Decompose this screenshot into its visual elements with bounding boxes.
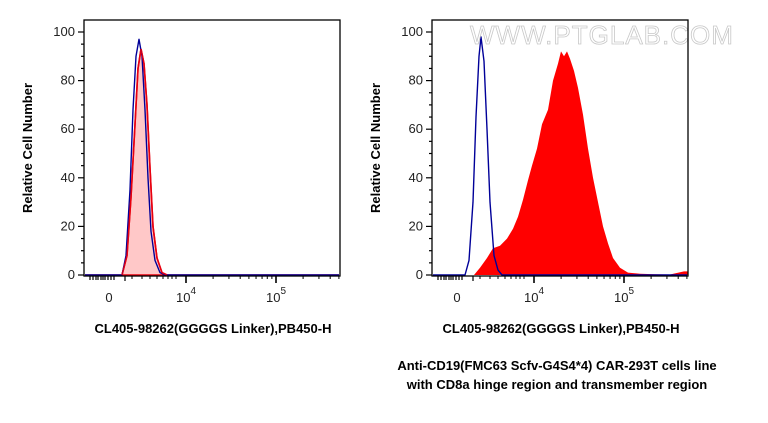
x-tick-label: 105 <box>614 286 634 305</box>
x-axis-title-right: CL405-98262(GGGGS Linker),PB450-H <box>443 321 680 336</box>
x-tick-label: 104 <box>176 286 196 305</box>
y-tick-label: 100 <box>53 24 75 39</box>
watermark: WWW.PTGLAB.COM <box>470 20 734 50</box>
y-tick-label: 60 <box>409 121 423 136</box>
y-tick-label: 80 <box>61 73 75 88</box>
x-tick-label: 104 <box>524 286 544 305</box>
histogram-panel-right: WWW.PTGLAB.COM 0 20 40 60 80 100 0 104 105 Rela… <box>368 19 734 336</box>
y-tick-label: 20 <box>61 218 75 233</box>
y-axis-title-right: Relative Cell Number <box>368 83 383 213</box>
sample-histogram-outline <box>121 48 168 276</box>
caption-line-1: Anti-CD19(FMC63 Scfv-G4S4*4) CAR-293T ce… <box>397 358 717 373</box>
y-tick-label: 0 <box>416 267 423 282</box>
sample-histogram-fill <box>85 48 339 276</box>
plot-frame-left <box>83 19 341 277</box>
sample-histogram-fill <box>433 51 688 276</box>
histogram-data-left <box>85 38 339 276</box>
plot-frame-right <box>431 19 689 277</box>
y-tick-label: 20 <box>409 218 423 233</box>
y-axis-right: 0 20 40 60 80 100 <box>401 24 432 282</box>
y-tick-label: 60 <box>61 121 75 136</box>
y-tick-label: 100 <box>401 24 423 39</box>
caption-line-2: with CD8a hinge region and transmember r… <box>406 377 708 392</box>
x-axis-title-left: CL405-98262(GGGGS Linker),PB450-H <box>95 321 332 336</box>
x-axis-right: 0 104 105 <box>437 276 688 305</box>
histogram-panel-left: 0 20 40 60 80 100 0 104 105 Relative Cell Numbe… <box>20 19 341 336</box>
y-axis-title-left: Relative Cell Number <box>20 83 35 213</box>
figure-caption: Anti-CD19(FMC63 Scfv-G4S4*4) CAR-293T ce… <box>372 356 742 394</box>
control-histogram-line <box>85 38 339 276</box>
y-tick-label: 40 <box>61 170 75 185</box>
x-tick-label: 105 <box>266 286 286 305</box>
histogram-data-right <box>433 36 688 276</box>
y-tick-label: 80 <box>409 73 423 88</box>
y-tick-label: 0 <box>68 267 75 282</box>
x-axis-left: 0 104 105 <box>89 276 340 305</box>
x-tick-label: 0 <box>453 290 460 305</box>
y-axis-left: 0 20 40 60 80 100 <box>53 24 84 282</box>
x-tick-label: 0 <box>105 290 112 305</box>
y-tick-label: 40 <box>409 170 423 185</box>
control-histogram-line <box>433 36 687 276</box>
